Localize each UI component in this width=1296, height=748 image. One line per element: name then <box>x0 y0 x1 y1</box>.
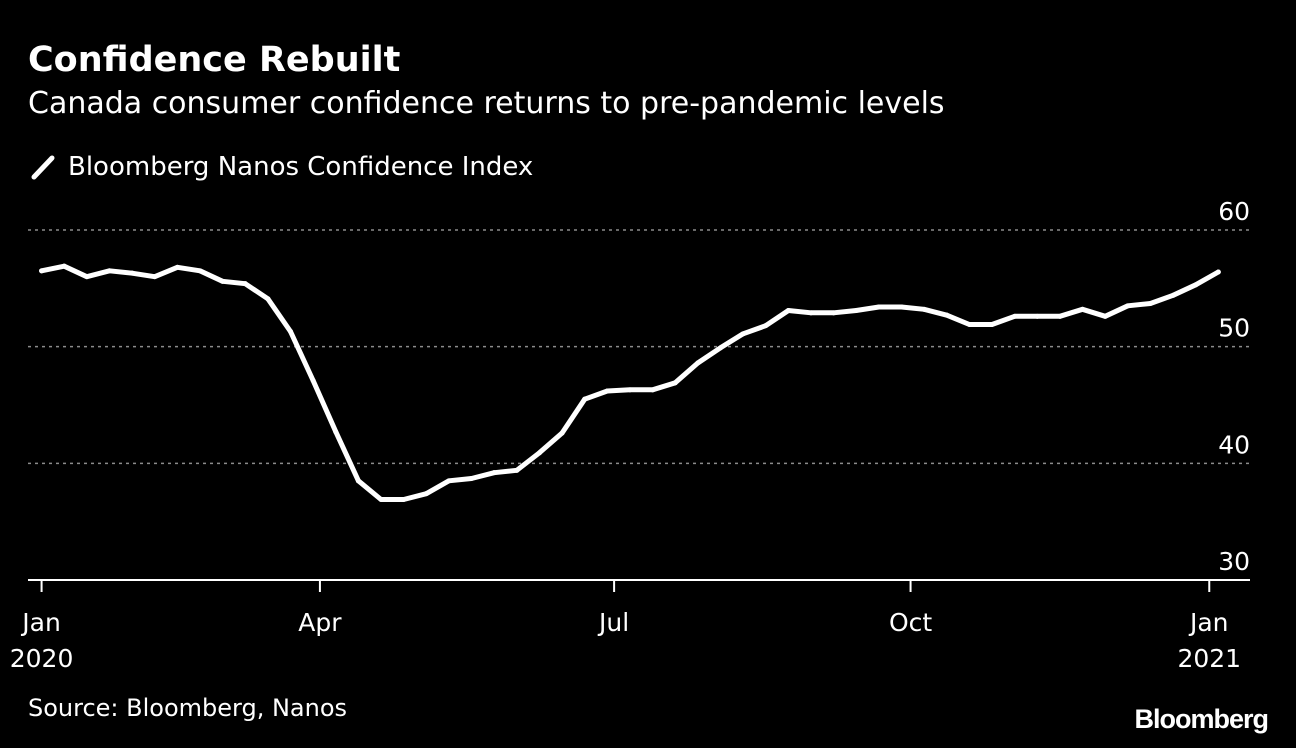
data-point <box>84 274 90 280</box>
data-point <box>39 268 45 274</box>
data-point <box>763 323 769 329</box>
data-point <box>627 387 633 393</box>
bloomberg-logo: Bloomberg <box>1134 704 1269 734</box>
x-tick-label: Oct <box>889 608 932 637</box>
data-point <box>1012 313 1018 319</box>
data-point <box>582 396 588 402</box>
y-tick-label: 60 <box>1218 197 1250 226</box>
x-tick-label: Apr <box>298 608 342 637</box>
y-axis-ticks: 30 40 50 60 <box>1218 197 1250 576</box>
data-point <box>106 268 112 274</box>
data-point <box>220 278 226 284</box>
y-tick-label: 50 <box>1218 314 1250 343</box>
data-point <box>423 491 429 497</box>
x-axis: Jan 2020 Apr Jul Oct Jan 2021 <box>10 579 1250 673</box>
x-tick-year-label: 2020 <box>10 644 74 673</box>
data-point <box>514 467 520 473</box>
legend-label: Bloomberg Nanos Confidence Index <box>68 152 534 182</box>
data-point <box>491 470 497 476</box>
data-point <box>310 378 316 383</box>
data-point <box>242 281 248 287</box>
data-point <box>831 310 837 316</box>
data-point <box>197 268 203 274</box>
series-line-confidence-index <box>39 263 1221 502</box>
chart-title: Confidence Rebuilt <box>28 40 401 80</box>
data-point <box>1034 313 1040 319</box>
x-tick-label: Jul <box>597 608 629 637</box>
data-point <box>966 322 972 327</box>
x-tick-label: Jan <box>20 608 61 637</box>
x-tick-year-label: 2021 <box>1177 644 1241 673</box>
data-point <box>1193 282 1199 288</box>
data-point <box>989 322 995 327</box>
data-point <box>695 360 701 366</box>
data-point <box>265 296 271 302</box>
data-point <box>876 304 882 310</box>
x-tick-label: Jan <box>1188 608 1229 637</box>
data-point <box>808 310 814 316</box>
data-point <box>536 450 542 456</box>
data-point <box>129 270 135 276</box>
data-point <box>672 380 678 386</box>
data-point <box>174 264 180 270</box>
data-point <box>446 478 452 484</box>
data-point <box>378 497 384 502</box>
data-point <box>1102 313 1108 319</box>
data-point <box>1147 301 1153 306</box>
data-point <box>288 329 294 334</box>
data-point <box>61 263 67 269</box>
data-point <box>717 345 723 351</box>
data-point <box>355 478 361 484</box>
data-point <box>1080 306 1086 312</box>
data-point <box>1125 303 1131 309</box>
data-point <box>604 388 610 394</box>
legend-line-icon <box>31 155 55 180</box>
y-tick-label: 30 <box>1218 547 1250 576</box>
chart-subtitle: Canada consumer confidence returns to pr… <box>28 86 945 121</box>
legend: Bloomberg Nanos Confidence Index <box>28 150 533 184</box>
data-point <box>853 308 859 313</box>
data-point <box>785 308 791 313</box>
data-point <box>1215 269 1221 275</box>
gridlines <box>28 229 1250 465</box>
data-point <box>944 312 950 318</box>
y-tick-label: 40 <box>1218 430 1250 459</box>
data-point <box>1170 292 1176 298</box>
data-point <box>333 429 339 435</box>
source-note: Source: Bloomberg, Nanos <box>28 694 348 722</box>
data-point <box>740 331 746 337</box>
data-point <box>899 304 905 310</box>
data-point <box>1057 313 1063 319</box>
series-layer <box>39 263 1221 502</box>
data-point <box>152 274 158 280</box>
data-point <box>401 497 407 502</box>
data-point <box>559 430 565 436</box>
data-point <box>650 387 656 393</box>
data-point <box>469 476 475 481</box>
data-point <box>921 306 927 312</box>
